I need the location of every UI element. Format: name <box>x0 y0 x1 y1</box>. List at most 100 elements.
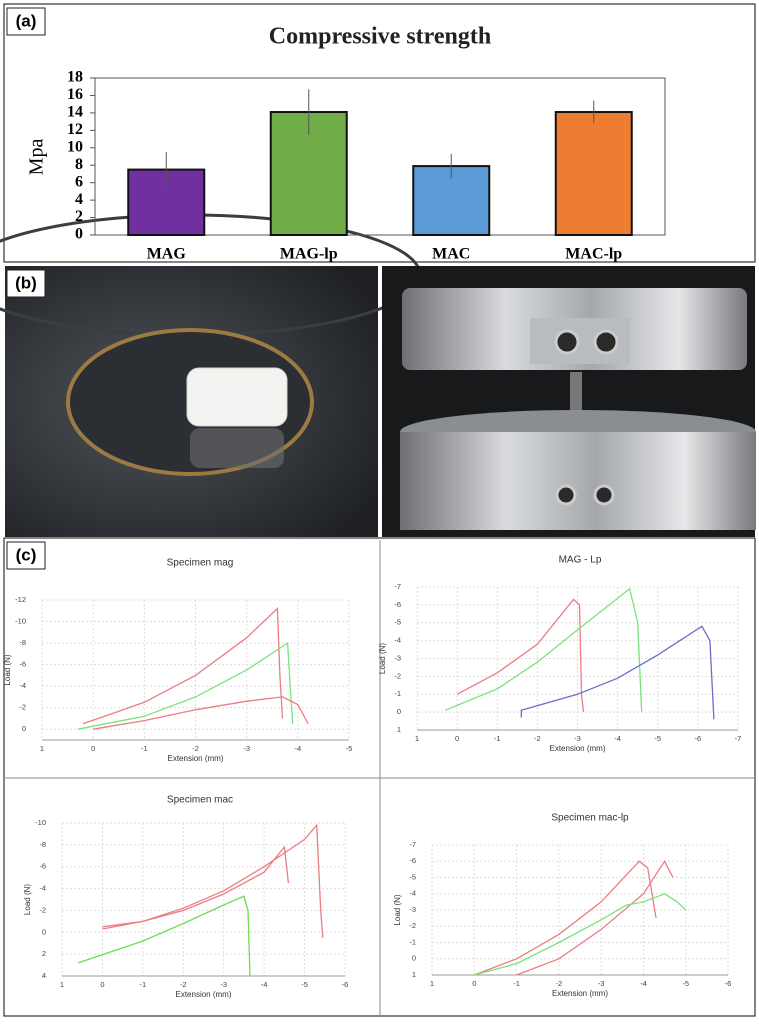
x-tick-label: -5 <box>682 979 689 988</box>
line-series <box>77 641 294 730</box>
y-tick-label: 14 <box>67 104 83 121</box>
bar <box>554 111 633 236</box>
x-axis-title: Extension (mm) <box>549 744 605 753</box>
photo-sample <box>0 213 422 537</box>
x-tick-label: 0 <box>455 734 459 743</box>
y-tick-label: 1 <box>412 970 416 979</box>
x-tick-label: -1 <box>513 979 520 988</box>
y-tick-label: 16 <box>67 86 83 103</box>
x-tick-label: -6 <box>342 980 349 989</box>
y-tick-label: -2 <box>409 921 416 930</box>
y-tick-label: 18 <box>67 69 83 86</box>
panel-label-box <box>6 7 46 36</box>
x-tick-label: -3 <box>220 980 227 989</box>
chart-title: Compressive strength <box>269 24 491 50</box>
x-tick-label: -2 <box>534 734 541 743</box>
y-tick-label: 0 <box>75 226 83 243</box>
panel-label: (c) <box>16 545 37 564</box>
x-axis-title: Extension (mm) <box>552 989 608 998</box>
y-tick-label: 0 <box>22 724 26 733</box>
x-tick-label: -5 <box>346 744 353 753</box>
photo-testing-machine <box>382 266 756 537</box>
y-tick-label: 2 <box>42 949 46 958</box>
line-series <box>474 860 657 976</box>
y-tick-label: -2 <box>19 703 26 712</box>
y-tick-label: 10 <box>67 138 83 155</box>
line-series <box>516 860 674 976</box>
x-axis-title: Extension (mm) <box>175 990 231 999</box>
line-series <box>474 893 687 976</box>
y-tick-label: -4 <box>39 884 46 893</box>
x-tick-label: -1 <box>141 744 148 753</box>
line-series <box>444 587 643 713</box>
y-tick-label: -8 <box>39 840 46 849</box>
chart-title: MAG - Lp <box>559 555 602 566</box>
x-tick-label: MAC <box>432 246 470 263</box>
panel-label-box <box>6 541 46 570</box>
y-tick-label: -7 <box>394 582 401 591</box>
x-tick-label: -2 <box>556 979 563 988</box>
x-tick-label: -4 <box>294 744 301 753</box>
chart-title: Specimen mac <box>167 795 233 806</box>
line-series <box>456 598 585 713</box>
y-tick-label: -10 <box>15 617 26 626</box>
x-tick-label: -7 <box>735 734 742 743</box>
y-tick-label: -3 <box>394 653 401 662</box>
y-tick-label: -5 <box>394 618 401 627</box>
y-tick-label: -3 <box>409 905 416 914</box>
x-tick-label: 0 <box>100 980 104 989</box>
x-tick-label: -1 <box>494 734 501 743</box>
x-tick-label: 0 <box>472 979 476 988</box>
x-tick-label: MAG <box>147 246 187 263</box>
x-tick-label: -3 <box>574 734 581 743</box>
y-tick-label: -2 <box>39 905 46 914</box>
chart-title: Specimen mac-lp <box>551 813 629 824</box>
y-tick-label: -6 <box>39 862 46 871</box>
y-tick-label: -4 <box>409 889 416 898</box>
y-tick-label: -8 <box>19 638 26 647</box>
y-tick-label: 8 <box>75 156 83 173</box>
x-tick-label: MAG-lp <box>280 246 338 263</box>
x-tick-label: 1 <box>60 980 64 989</box>
y-tick-label: -5 <box>409 872 416 881</box>
x-tick-label: 1 <box>430 979 434 988</box>
y-tick-label: -6 <box>394 600 401 609</box>
y-tick-label: -4 <box>19 681 26 690</box>
y-tick-label: -10 <box>35 818 46 827</box>
y-axis-title: Load (N) <box>378 643 387 674</box>
y-tick-label: -7 <box>409 840 416 849</box>
y-tick-label: 1 <box>397 725 401 734</box>
plot-frame <box>94 77 666 236</box>
y-tick-label: 0 <box>412 954 416 963</box>
y-tick-label: -2 <box>394 671 401 680</box>
y-axis-title: Load (N) <box>393 894 402 925</box>
y-tick-label: 12 <box>67 121 83 138</box>
x-tick-label: 1 <box>415 734 419 743</box>
y-tick-label: -12 <box>15 595 26 604</box>
x-tick-label: -2 <box>192 744 199 753</box>
x-tick-label: 0 <box>91 744 95 753</box>
y-tick-label: 4 <box>42 971 46 980</box>
panel-label: (b) <box>15 273 37 292</box>
x-tick-label: -5 <box>654 734 661 743</box>
y-tick-label: -1 <box>394 689 401 698</box>
y-tick-label: -6 <box>409 856 416 865</box>
x-tick-label: MAC-lp <box>565 246 622 263</box>
panel-label: (a) <box>16 11 37 30</box>
line-series <box>102 823 324 938</box>
y-axis-title: Load (N) <box>3 654 12 685</box>
x-tick-label: -1 <box>140 980 147 989</box>
x-tick-label: 1 <box>40 744 44 753</box>
x-tick-label: -6 <box>695 734 702 743</box>
line-series <box>82 607 284 725</box>
x-tick-label: -4 <box>640 979 647 988</box>
line-series <box>520 625 715 720</box>
x-tick-label: -3 <box>243 744 250 753</box>
chart-title: Specimen mag <box>167 558 234 569</box>
x-axis-title: Extension (mm) <box>167 754 223 763</box>
y-tick-label: -4 <box>394 636 401 645</box>
x-tick-label: -6 <box>725 979 732 988</box>
y-axis-title: Mpa <box>26 139 48 176</box>
x-tick-label: -3 <box>598 979 605 988</box>
